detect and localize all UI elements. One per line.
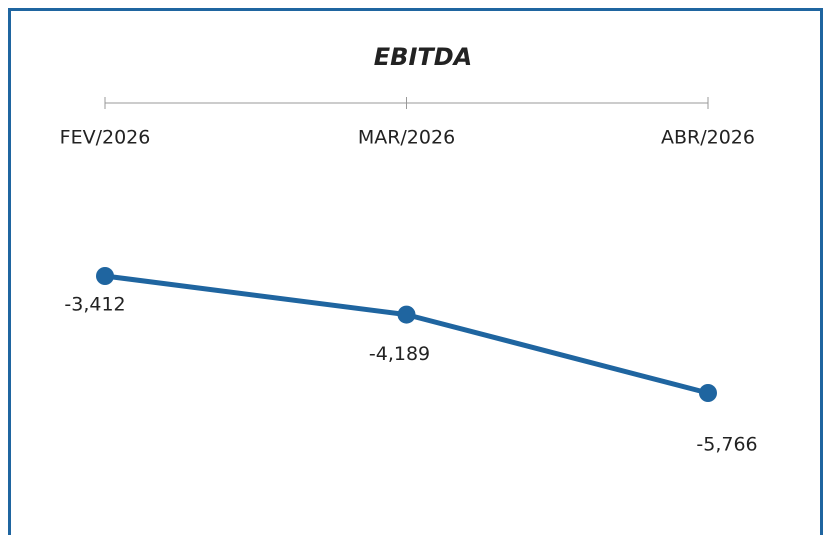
- chart-title: EBITDA: [374, 43, 472, 71]
- point: [699, 384, 717, 402]
- x-tick-label: MAR/2026: [358, 127, 455, 149]
- frame: [8, 8, 823, 535]
- x-tick-label: ABR/2026: [661, 127, 755, 149]
- point: [96, 267, 114, 285]
- data-label: -4,189: [369, 343, 430, 365]
- x-tick-label: FEV/2026: [60, 127, 151, 149]
- data-label: -5,766: [696, 434, 757, 456]
- data-label: -3,412: [64, 294, 125, 316]
- line: [104, 273, 709, 396]
- point: [397, 305, 416, 324]
